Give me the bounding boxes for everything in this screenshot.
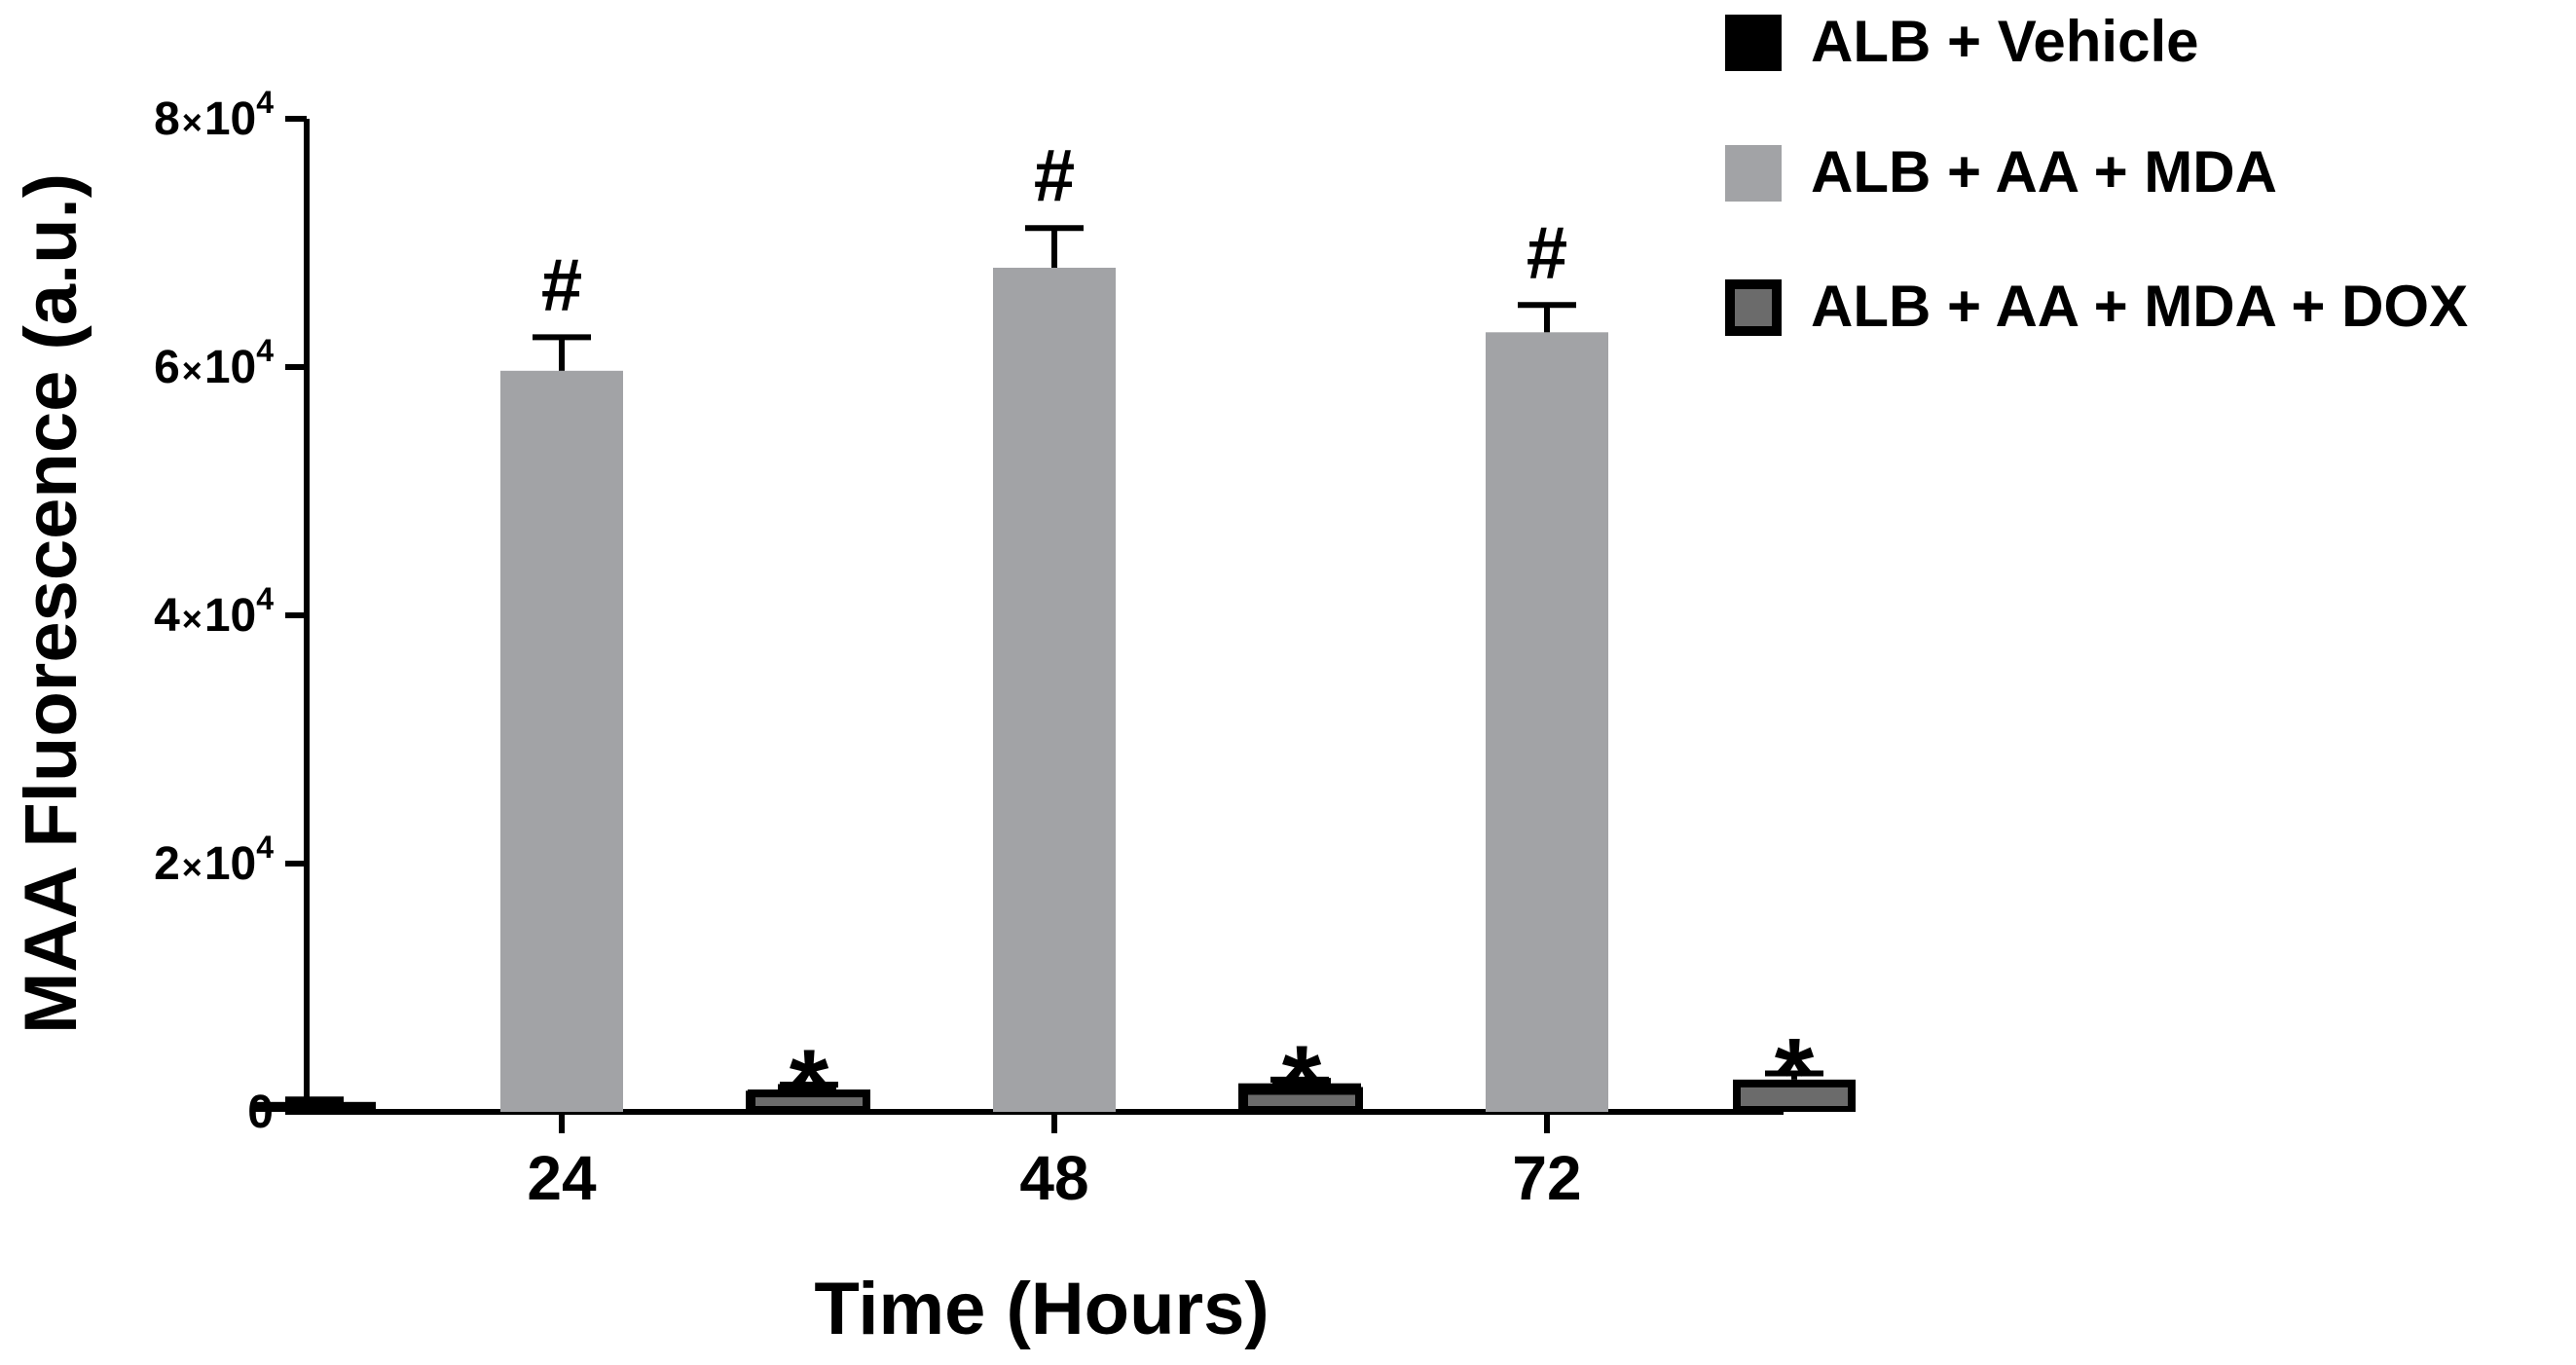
legend-label: ALB + Vehicle <box>1811 9 2199 74</box>
y-tick-label: 8×104 <box>154 85 274 145</box>
bar-inner <box>755 1097 863 1106</box>
y-tick-exponent: 4 <box>256 830 274 865</box>
significance-hash: # <box>1034 134 1075 217</box>
significance-star: * <box>1775 1017 1815 1130</box>
y-tick-label: 4×104 <box>154 581 274 642</box>
y-tick-label: 6×104 <box>154 333 274 393</box>
bar <box>253 1101 376 1112</box>
bars <box>253 268 1856 1112</box>
annotations: # # # * * * <box>541 134 1815 1142</box>
y-tick-mantissa: 6 <box>154 342 180 393</box>
y-tick-mantissa: 8 <box>154 93 180 145</box>
y-tick-exponent: 4 <box>256 581 274 616</box>
legend: ALB + Vehicle ALB + AA + MDA ALB + AA + MD… <box>1725 9 2468 339</box>
significance-hash: # <box>541 243 582 326</box>
y-tick-label: 0 <box>247 1087 274 1138</box>
y-tick-mantissa: 4 <box>154 590 180 642</box>
x-tick-label: 48 <box>1019 1143 1088 1213</box>
legend-label: ALB + AA + MDA + DOX <box>1811 274 2468 339</box>
bar <box>1486 332 1608 1112</box>
legend-label: ALB + AA + MDA <box>1811 139 2277 204</box>
significance-hash: # <box>1527 211 1567 294</box>
x-axis: 24 48 72 <box>304 1109 1784 1213</box>
y-tick-label: 2×104 <box>154 830 274 890</box>
significance-star: * <box>790 1029 829 1142</box>
y-tick-exponent: 4 <box>256 333 274 368</box>
x-tick-label: 24 <box>527 1143 597 1213</box>
x-axis-title: Time (Hours) <box>814 1268 1269 1350</box>
y-tick-exponent: 4 <box>256 85 274 120</box>
y-tick-base: 10 <box>204 590 256 642</box>
bar <box>993 268 1116 1112</box>
y-tick-times: × <box>182 599 202 639</box>
bar-inner <box>1248 1094 1355 1106</box>
legend-swatch-inner <box>1735 289 1772 326</box>
bar-inner <box>1741 1087 1848 1106</box>
y-axis-title: MAA Fluorescence (a.u.) <box>10 173 92 1034</box>
y-tick-base: 10 <box>204 342 256 393</box>
x-tick-label: 72 <box>1512 1143 1581 1213</box>
error-bars <box>285 225 1823 1103</box>
y-tick-times: × <box>182 102 202 142</box>
y-tick-times: × <box>182 847 202 887</box>
significance-star: * <box>1282 1025 1322 1138</box>
y-tick-base: 10 <box>204 838 256 890</box>
legend-swatch <box>1725 145 1782 202</box>
y-tick-times: × <box>182 350 202 390</box>
legend-swatch <box>1725 15 1782 71</box>
bar <box>500 370 623 1112</box>
y-tick-base: 10 <box>204 93 256 145</box>
y-tick-mantissa: 2 <box>154 838 180 890</box>
